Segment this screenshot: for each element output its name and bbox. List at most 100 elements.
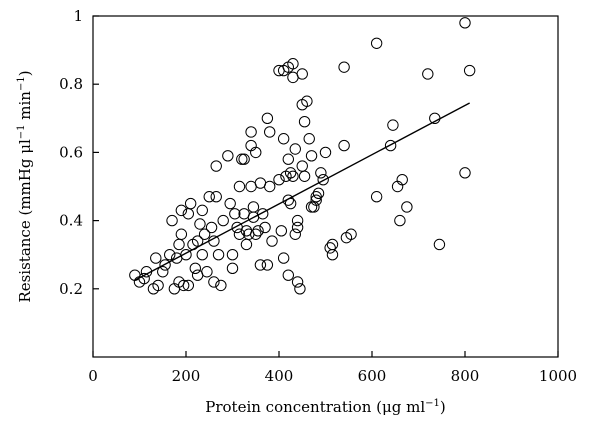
- data-point: [282, 269, 294, 281]
- data-point: [277, 133, 290, 145]
- data-point: [175, 228, 188, 240]
- data-point: [310, 191, 322, 203]
- x-tick-label: 800: [451, 367, 480, 385]
- data-point: [217, 214, 229, 227]
- data-point: [198, 228, 211, 240]
- data-point: [159, 259, 171, 271]
- data-point: [254, 259, 267, 271]
- data-point: [326, 249, 339, 261]
- data-point: [277, 252, 290, 264]
- data-point: [459, 167, 471, 179]
- y-tick-label: 1: [73, 7, 83, 25]
- data-point: [338, 139, 350, 152]
- data-point: [166, 214, 178, 227]
- data-point: [291, 221, 304, 234]
- data-point: [259, 221, 271, 234]
- x-tick-label: 1000: [539, 367, 577, 385]
- data-point: [287, 170, 299, 182]
- data-point: [277, 64, 290, 77]
- data-point: [305, 150, 318, 162]
- data-point: [215, 279, 227, 292]
- data-point: [222, 150, 234, 162]
- data-point: [177, 279, 190, 292]
- data-point: [289, 143, 301, 155]
- data-point: [233, 180, 246, 193]
- data-point: [394, 214, 406, 227]
- data-point: [210, 191, 222, 203]
- data-point: [245, 126, 257, 138]
- x-axis-label: Protein concentration (μg ml−1): [205, 398, 445, 416]
- data-point: [184, 197, 197, 210]
- data-point: [252, 225, 264, 237]
- data-point: [201, 266, 213, 278]
- data-point: [319, 146, 332, 159]
- data-point: [264, 126, 276, 138]
- data-point: [303, 133, 315, 145]
- data-point: [224, 197, 236, 210]
- data-point: [266, 235, 278, 247]
- x-tick-label: 400: [265, 367, 294, 385]
- data-point: [387, 119, 399, 131]
- trend-line: [134, 102, 470, 281]
- data-point: [173, 238, 185, 251]
- data-point: [289, 228, 301, 240]
- data-point: [422, 68, 434, 80]
- data-point: [296, 98, 308, 111]
- y-tick-label: 0.8: [59, 75, 83, 93]
- data-point: [282, 61, 294, 73]
- data-point: [340, 231, 353, 244]
- y-tick-label: 0.6: [59, 143, 83, 161]
- data-point: [182, 279, 195, 292]
- data-point: [212, 249, 225, 261]
- data-point: [326, 238, 339, 251]
- data-point: [296, 68, 308, 80]
- data-point: [291, 276, 304, 288]
- points-group: [129, 17, 476, 295]
- data-point: [150, 252, 162, 264]
- data-point: [296, 160, 308, 172]
- data-point: [164, 249, 176, 261]
- data-point: [282, 153, 294, 165]
- data-point: [210, 160, 222, 172]
- data-point: [264, 180, 276, 193]
- data-point: [203, 191, 215, 203]
- data-point: [287, 58, 299, 70]
- data-point: [238, 153, 250, 165]
- data-point: [298, 170, 311, 182]
- data-point: [294, 283, 306, 295]
- data-point: [196, 249, 208, 261]
- data-point: [384, 139, 397, 152]
- data-point: [275, 225, 288, 237]
- data-point: [282, 194, 294, 206]
- data-point: [196, 204, 208, 217]
- data-point: [463, 64, 476, 77]
- data-point: [291, 214, 304, 227]
- x-tick-label: 600: [358, 367, 387, 385]
- data-point: [152, 279, 164, 292]
- data-point: [370, 191, 383, 203]
- data-point: [273, 173, 285, 186]
- data-point: [236, 153, 248, 165]
- data-point: [157, 266, 169, 278]
- data-point: [233, 228, 246, 240]
- data-point: [301, 95, 313, 107]
- x-tick-label: 200: [172, 367, 201, 385]
- data-point: [338, 61, 350, 73]
- data-point: [317, 173, 329, 186]
- data-point: [226, 249, 239, 261]
- y-tick-label: 0.2: [59, 280, 83, 298]
- data-point: [205, 221, 218, 234]
- data-point: [261, 112, 274, 125]
- data-point: [298, 116, 311, 128]
- data-point: [229, 208, 241, 220]
- data-point: [324, 242, 336, 254]
- data-point: [459, 17, 471, 29]
- data-point: [312, 187, 325, 200]
- y-tick-label: 0.4: [59, 212, 83, 230]
- data-point: [396, 173, 408, 186]
- data-point: [208, 276, 220, 288]
- data-point: [310, 194, 322, 206]
- x-tick-label: 0: [88, 367, 98, 385]
- data-point: [189, 262, 202, 275]
